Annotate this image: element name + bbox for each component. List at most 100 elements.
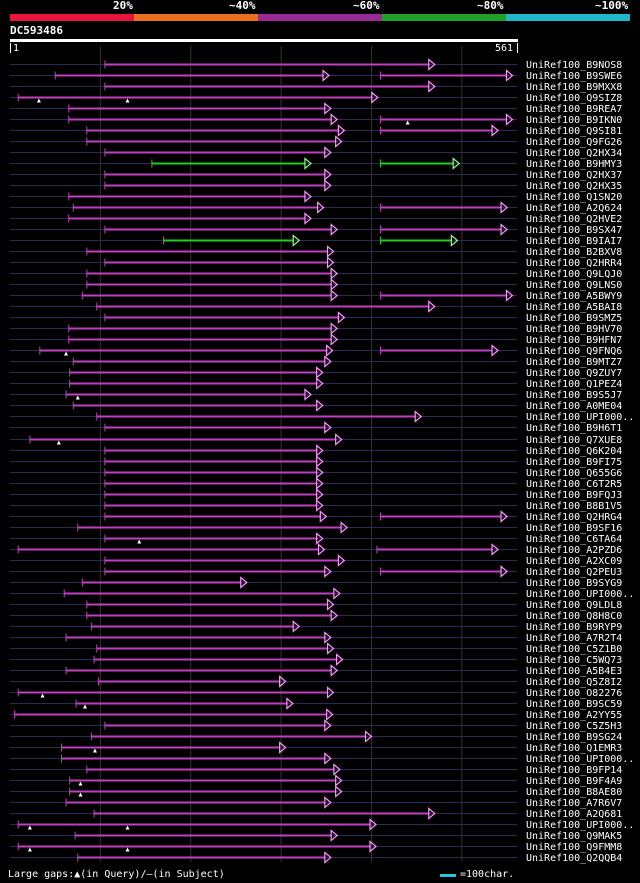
hit-arrow [335, 774, 343, 787]
hit-arrow [491, 124, 499, 137]
hit-label: UniRef100_B9SWE6 [526, 71, 622, 82]
hit-arrow [500, 201, 508, 214]
hit-arrow [324, 146, 332, 159]
hit-arrow [316, 201, 325, 214]
hit-label: UniRef100_UPI000.. [526, 820, 634, 831]
hit-arrow [304, 388, 312, 401]
hit-arrow [450, 234, 459, 247]
hit-arrow [330, 289, 339, 302]
hit-label: UniRef100_O82276 [526, 688, 622, 699]
hit-arrow [324, 168, 332, 181]
gap-legend: Large gaps:▲(in Query)/—(in Subject) [8, 869, 225, 880]
hit-arrow [330, 664, 339, 677]
gap-marker [56, 440, 61, 445]
hit-label: UniRef100_A2Q624 [526, 203, 622, 214]
legend-segment-40 [134, 14, 258, 21]
hit-label: UniRef100_Q1PEZ4 [526, 379, 622, 390]
hit-arrow [326, 708, 334, 721]
hit-arrow [505, 69, 514, 82]
hit-arrow [330, 223, 339, 236]
hit-arrow [316, 377, 324, 390]
legend-segment-100 [506, 14, 630, 21]
hit-label: UniRef100_B9SYG9 [526, 578, 622, 589]
hit-label: UniRef100_Q2PEU3 [526, 567, 622, 578]
hit-arrow [337, 311, 346, 324]
hit-arrow [324, 719, 332, 732]
hit-arrow [330, 609, 339, 622]
ruler-start-label: 1 [13, 43, 20, 54]
hit-label: UniRef100_Q9SIZ8 [526, 93, 622, 104]
hit-arrow [337, 124, 346, 137]
hit-arrow [326, 686, 335, 699]
hit-arrow [505, 113, 514, 126]
hit-arrow [428, 58, 436, 71]
hit-arrow [279, 741, 287, 754]
hit-label: UniRef100_A5BAI8 [526, 302, 622, 313]
gap-marker [92, 748, 97, 753]
hit-arrow [304, 190, 312, 203]
hit-label: UniRef100_B9REA7 [526, 104, 622, 115]
identity-legend-bar [10, 14, 630, 21]
hit-arrow [337, 554, 346, 567]
legend-label-80: ~80% [477, 0, 504, 12]
hit-label: UniRef100_B9MTZ7 [526, 357, 622, 368]
hit-label: UniRef100_B9H6T1 [526, 423, 622, 434]
hit-arrow [330, 278, 339, 291]
hit-label: UniRef100_B9IKN0 [526, 115, 622, 126]
hit-label: UniRef100_B9IAI7 [526, 236, 622, 247]
hit-arrow [292, 234, 301, 247]
hit-label: UniRef100_A7R2T4 [526, 633, 622, 644]
legend-label-40: ~40% [229, 0, 256, 12]
legend-segment-20 [10, 14, 134, 21]
hit-label: UniRef100_B9RYP9 [526, 622, 622, 633]
hit-label: UniRef100_Q9FNQ6 [526, 346, 622, 357]
hit-label: UniRef100_Q9FMM8 [526, 842, 622, 853]
hit-arrow [505, 289, 514, 302]
hit-label: UniRef100_A2XC09 [526, 556, 622, 567]
hit-arrow [326, 344, 334, 357]
gap-marker [125, 98, 130, 103]
hit-label: UniRef100_Q9LDL8 [526, 600, 622, 611]
hit-arrow [322, 69, 330, 82]
hit-arrow [452, 157, 461, 170]
hit-arrow [316, 366, 324, 379]
legend-segment-80 [382, 14, 506, 21]
hit-label: UniRef100_A0ME04 [526, 401, 622, 412]
scale-label: =100char. [460, 869, 515, 880]
hit-label: UniRef100_UPI000.. [526, 412, 634, 423]
hit-label: UniRef100_Q9ZUY7 [526, 368, 622, 379]
hit-arrow [316, 399, 324, 412]
hit-arrow [319, 510, 328, 523]
hit-arrow [330, 333, 339, 346]
hit-label: UniRef100_A2PZD6 [526, 545, 622, 556]
query-id: DC593486 [10, 24, 63, 37]
hit-label: UniRef100_Q8H8C0 [526, 611, 622, 622]
hit-arrow [330, 322, 339, 335]
hit-label: UniRef100_Q5Z8I2 [526, 677, 622, 688]
ruler-end-tick [517, 43, 518, 53]
hit-label: UniRef100_B9MXX8 [526, 82, 622, 93]
legend-label-100: ~100% [595, 0, 629, 12]
legend-segment-60 [258, 14, 382, 21]
hit-arrow [369, 818, 377, 831]
hit-label: UniRef100_C5Z5H3 [526, 721, 622, 732]
hit-label: UniRef100_Q9SI81 [526, 126, 622, 137]
gap-marker [78, 792, 83, 797]
hit-arrow [326, 245, 335, 258]
gap-marker [75, 395, 80, 400]
gap-marker [83, 704, 88, 709]
hit-arrow [324, 565, 332, 578]
hit-label: UniRef100_A5B4E3 [526, 666, 622, 677]
hit-arrow [279, 675, 287, 688]
hit-label: UniRef100_Q9LNS0 [526, 280, 622, 291]
hit-arrow [292, 620, 301, 633]
hit-arrow [304, 157, 312, 170]
hit-arrow [428, 807, 436, 820]
hit-arrow [428, 300, 436, 313]
hit-label: UniRef100_B9SMZ5 [526, 313, 622, 324]
hit-arrow [333, 587, 341, 600]
hit-label: UniRef100_B9SF16 [526, 523, 622, 534]
hit-arrow [330, 267, 339, 280]
legend-label-20: 20% [113, 0, 133, 12]
